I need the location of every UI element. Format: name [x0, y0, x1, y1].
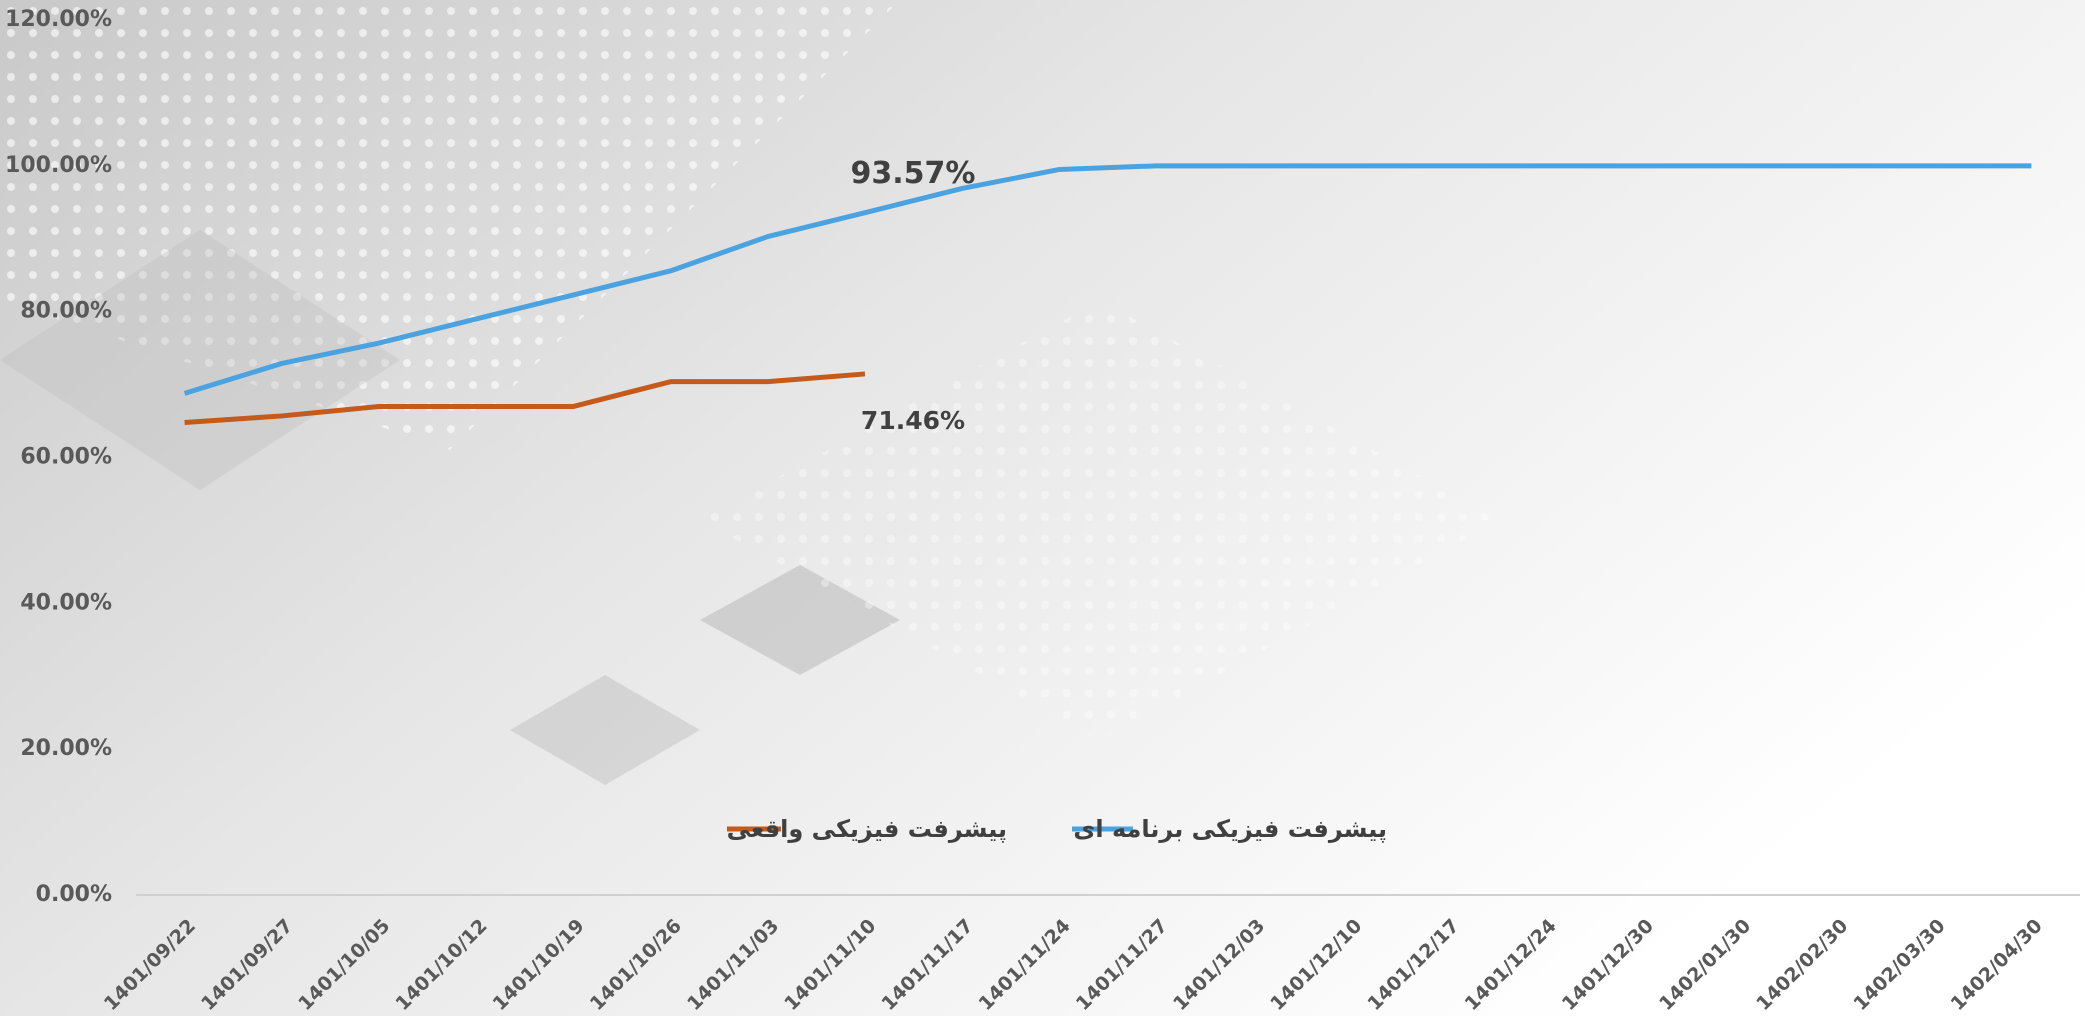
series-line — [184, 371, 866, 425]
y-tick-label: 0.00% — [36, 882, 112, 907]
y-tick-label: 60.00% — [20, 445, 112, 470]
background-diamond — [0, 230, 400, 490]
background-diamond — [510, 675, 700, 785]
y-tick-label: 120.00% — [5, 7, 112, 32]
background-dots — [700, 300, 1500, 740]
series-line — [183, 163, 2032, 396]
y-tick-label: 100.00% — [5, 153, 112, 178]
data-label: 93.57% — [851, 156, 976, 191]
background-dots — [0, 0, 900, 450]
legend-label: پیشرفت فیزیکی واقعی — [727, 815, 1007, 843]
y-tick-label: 80.00% — [20, 299, 112, 324]
y-tick-label: 40.00% — [20, 590, 112, 615]
y-tick-label: 20.00% — [20, 736, 112, 761]
legend-label: پیشرفت فیزیکی برنامه ای — [1073, 815, 1387, 843]
data-label: 71.46% — [861, 406, 965, 435]
